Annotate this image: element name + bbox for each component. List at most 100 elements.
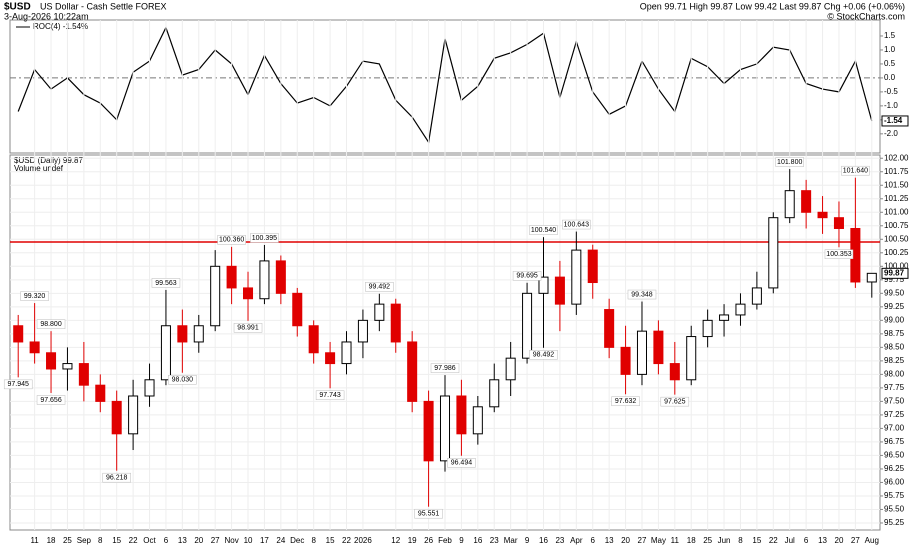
candle-body	[423, 400, 434, 462]
candle-body	[784, 190, 795, 219]
candle-body	[341, 341, 352, 365]
annotation: 98.030	[172, 377, 194, 384]
candle-body	[193, 325, 204, 343]
candle-body	[702, 319, 713, 338]
x-tick-label: 20	[621, 536, 630, 545]
candle-body	[144, 379, 155, 397]
annotation: 99.348	[631, 291, 653, 298]
annotation: 98.991	[237, 325, 259, 332]
x-tick-label: 20	[194, 536, 203, 545]
x-tick-label: 15	[326, 536, 335, 545]
y-tick-label: 100.25	[884, 248, 909, 257]
candle-body	[275, 260, 286, 294]
candle-body	[78, 363, 89, 386]
y-tick-label: 97.75	[884, 383, 905, 392]
annotation: 100.360	[219, 237, 244, 244]
x-tick-label: Dec	[290, 536, 304, 545]
annotation: 99.492	[369, 284, 391, 291]
candle-body	[456, 395, 467, 435]
x-tick-label: Nov	[224, 536, 238, 545]
x-tick-label: 8	[98, 536, 103, 545]
candle-body	[390, 303, 401, 343]
candle-body	[833, 217, 844, 229]
annotation-box	[3, 379, 33, 390]
candle-body	[472, 406, 483, 435]
candle-body	[226, 265, 237, 289]
x-tick-label: 15	[112, 536, 121, 545]
annotation-box	[529, 350, 558, 360]
candle-body	[801, 190, 812, 213]
annotation-box	[168, 375, 197, 385]
annotation-box	[529, 225, 558, 235]
annotation-box	[627, 289, 657, 300]
x-tick-label: 23	[555, 536, 564, 545]
x-tick-label: 15	[752, 536, 761, 545]
annotation: 100.643	[564, 221, 589, 228]
x-tick-label: 6	[164, 536, 169, 545]
candle-body	[325, 352, 336, 365]
annotation: 97.625	[664, 398, 686, 405]
x-tick-label: 13	[605, 536, 614, 545]
y-tick-label: 95.25	[884, 518, 905, 527]
x-tick-label: 13	[178, 536, 187, 545]
y-tick-label: 100.00	[884, 261, 909, 270]
x-tick-label: 18	[687, 536, 696, 545]
candle-body	[571, 249, 582, 305]
x-tick-label: 22	[129, 536, 138, 545]
x-tick-label: Mar	[504, 536, 518, 545]
y-tick-label: 99.25	[884, 302, 905, 311]
annotation-box	[20, 291, 49, 301]
candle-body	[407, 341, 418, 402]
candle-body	[686, 336, 697, 381]
candle-body	[374, 303, 385, 321]
candle-body	[522, 292, 533, 359]
y-tick-label: 97.25	[884, 410, 905, 419]
candle-body	[653, 330, 664, 365]
quote: Open 99.71 High 99.87 Low 99.42 Last 99.…	[640, 1, 905, 11]
y-tick-label: -2.0	[884, 129, 898, 138]
annotation-box	[841, 165, 870, 176]
last-value-box	[881, 115, 909, 127]
annotation: 97.945	[7, 381, 29, 388]
annotation-box	[512, 271, 542, 281]
y-tick-label: 1.5	[884, 31, 896, 40]
candle-body	[177, 325, 188, 343]
y-tick-label: 101.25	[884, 194, 909, 203]
candle-body	[768, 217, 779, 289]
candle-body	[538, 276, 549, 294]
candle-body	[817, 211, 828, 219]
annotation-box	[315, 390, 345, 401]
annotation-box	[775, 157, 804, 167]
candle-body	[489, 379, 500, 408]
last-value: 99.87	[884, 268, 905, 277]
annotation: 99.320	[24, 293, 46, 300]
x-tick-label: Aug	[865, 536, 879, 545]
x-tick-label: 10	[244, 536, 253, 545]
x-tick-label: 16	[539, 536, 548, 545]
candle-body	[357, 319, 368, 343]
annotation: 99.695	[516, 273, 538, 280]
x-tick-label: Jun	[718, 536, 731, 545]
annotation: 97.743	[319, 392, 341, 399]
y-tick-label: 0.5	[884, 59, 896, 68]
x-tick-label: Jul	[785, 536, 795, 545]
annotation: 100.353	[826, 251, 851, 258]
annotation-box	[217, 235, 246, 245]
x-tick-label: 18	[47, 536, 56, 545]
y-tick-label: 96.50	[884, 451, 905, 460]
x-tick-label: 27	[211, 536, 220, 545]
price-legend: Volume undef	[14, 164, 64, 173]
last-value-box	[881, 267, 909, 279]
y-tick-label: -1.0	[884, 101, 898, 110]
x-tick-label: 20	[835, 536, 844, 545]
annotation: 100.540	[531, 227, 556, 234]
x-tick-label: 12	[391, 536, 400, 545]
candle-body	[160, 325, 171, 381]
x-tick-label: 11	[30, 536, 39, 545]
candle-body	[46, 352, 57, 370]
annotation-box	[365, 282, 394, 292]
y-tick-label: 99.75	[884, 275, 905, 284]
y-tick-label: 96.25	[884, 464, 905, 473]
x-tick-label: Oct	[143, 536, 156, 545]
y-tick-label: 97.00	[884, 424, 905, 433]
